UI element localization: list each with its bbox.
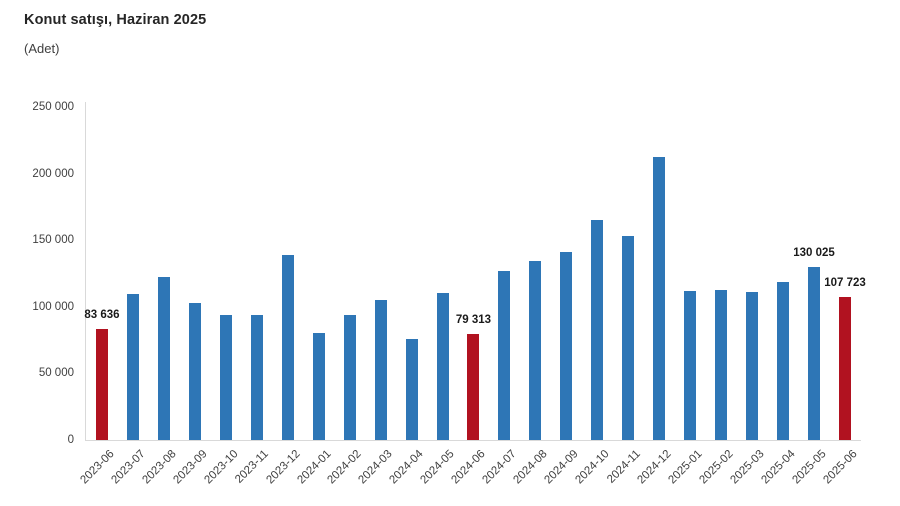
bar-2025-02 — [715, 289, 728, 440]
data-label-2024-06: 79 313 — [455, 314, 492, 327]
bar-2024-09 — [560, 252, 573, 440]
bar-2024-01 — [312, 333, 325, 440]
bar-2025-06 — [838, 296, 851, 440]
bar-2024-11 — [622, 236, 635, 440]
x-tick-2025-04: 2025-04 — [759, 448, 798, 487]
data-label-2025-05: 130 025 — [793, 246, 835, 259]
bar-2024-04 — [405, 339, 418, 440]
bar-2025-01 — [684, 290, 697, 440]
bar-2023-06 — [96, 328, 108, 440]
bar-2024-05 — [436, 292, 449, 440]
bar-2024-10 — [591, 220, 604, 440]
x-tick-2025-03: 2025-03 — [728, 448, 767, 487]
data-label-2025-06: 107 723 — [824, 276, 866, 289]
y-tick-0: 0 — [67, 434, 74, 446]
x-tick-2025-02: 2025-02 — [697, 448, 736, 487]
y-tick-200000: 200 000 — [32, 167, 74, 180]
bar-2024-02 — [343, 314, 356, 440]
bar-2025-03 — [746, 292, 759, 440]
bar-2023-12 — [281, 255, 294, 440]
bar-2023-09 — [188, 303, 201, 440]
y-tick-250000: 250 000 — [32, 101, 74, 113]
x-tick-2023-06: 2023-06 — [78, 448, 117, 487]
x-tick-2025-01: 2025-01 — [666, 448, 705, 487]
plot-area: 2023-06 2023-07 2023-08 2023-09 2023-10 2023-… — [78, 102, 866, 486]
bar-2025-05 — [808, 266, 821, 440]
bar-2023-07 — [126, 294, 139, 440]
y-axis: 0 50 000 100 000 150 000 200 000 250 000 — [0, 101, 74, 452]
bar-2023-08 — [157, 277, 170, 440]
x-tick-2024-12: 2024-12 — [635, 448, 674, 487]
chart-title: Konut satışı, Haziran 2025 — [24, 12, 207, 28]
y-tick-150000: 150 000 — [32, 234, 74, 247]
bar-2024-06 — [467, 334, 480, 440]
y-tick-50000: 50 000 — [38, 367, 74, 380]
bar-2023-10 — [219, 315, 232, 440]
y-tick-100000: 100 000 — [32, 300, 74, 313]
chart-unit-label: (Adet) — [24, 41, 60, 56]
bar-2024-12 — [653, 156, 666, 440]
x-tick-2023-12: 2023-12 — [263, 448, 303, 487]
bar-2025-04 — [777, 282, 790, 440]
bar-2024-07 — [498, 270, 511, 440]
x-tick-2024-10: 2024-10 — [573, 448, 612, 487]
bar-2024-03 — [374, 299, 387, 440]
bar-2024-08 — [529, 261, 542, 440]
bar-2023-11 — [250, 315, 263, 440]
data-label-2023-06: 83 636 — [84, 308, 120, 321]
